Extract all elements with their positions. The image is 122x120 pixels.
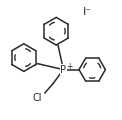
Text: Cl: Cl <box>33 93 42 103</box>
Text: +: + <box>66 62 72 71</box>
Text: I⁻: I⁻ <box>83 7 92 17</box>
Text: P: P <box>60 65 66 75</box>
